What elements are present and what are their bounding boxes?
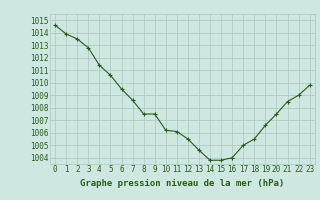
X-axis label: Graphe pression niveau de la mer (hPa): Graphe pression niveau de la mer (hPa) [80,179,284,188]
